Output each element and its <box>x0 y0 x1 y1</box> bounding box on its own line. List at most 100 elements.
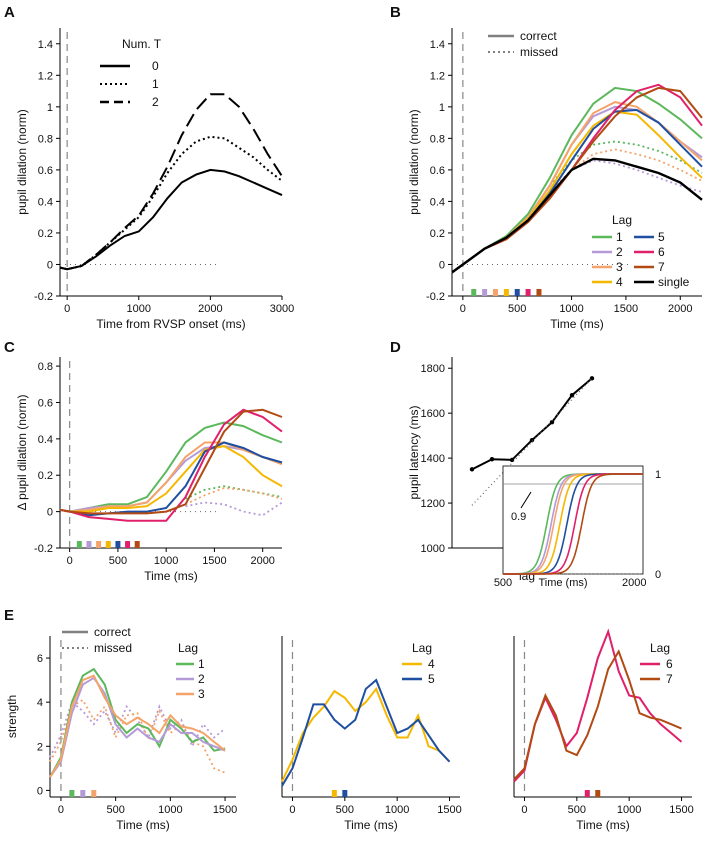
y-tick-label: 1000 <box>421 543 445 555</box>
legend-label: 7 <box>666 672 673 686</box>
legend-label: 7 <box>658 260 665 274</box>
series-line-6 <box>59 408 283 522</box>
legend-title: Lag <box>650 641 670 655</box>
lag-onset-marker-3 <box>91 790 97 797</box>
lag-onset-marker-4 <box>105 541 111 548</box>
inset-annotation: 0.9 <box>511 511 526 523</box>
x-axis-label: Time (ms) <box>344 818 398 832</box>
data-point <box>529 437 535 443</box>
x-tick-label: 0 <box>521 804 527 816</box>
y-tick-label: -0.2 <box>34 291 53 303</box>
x-tick-label: 2000 <box>668 303 692 315</box>
legend-label: 5 <box>658 230 665 244</box>
legend-label: missed <box>520 45 558 59</box>
x-tick-label: 0 <box>460 303 466 315</box>
lag-legend-e2: Lag 4 5 <box>402 641 435 686</box>
legend-label: 1 <box>616 230 623 244</box>
x-tick-label: 500 <box>106 804 124 816</box>
series-line-1 <box>59 421 283 513</box>
x-tick-label: 500 <box>568 804 586 816</box>
inset-curve-lag7 <box>503 473 643 575</box>
legend-title: Num. T <box>122 37 162 51</box>
lag-onset-marker-3 <box>96 541 102 548</box>
y-tick-label: 1 <box>439 102 445 114</box>
plot-panel-e1: 0 500 1000 1500 0 2 4 6 Time (ms) strength <box>5 636 237 832</box>
x-tick-label: 1000 <box>385 804 409 816</box>
lag-onset-marker-1 <box>69 790 75 797</box>
data-point <box>549 419 555 425</box>
series-line-4 <box>59 445 283 513</box>
plot-panel-a: 0 1000 2000 3000 -0.2 0 0.2 0.4 0.6 0.8 1 1.2 1.4 Tim… <box>15 28 294 331</box>
y-tick-label: 4 <box>37 697 43 709</box>
panel-letter-a: A <box>4 4 15 21</box>
panel-letter-b: B <box>390 4 401 21</box>
x-axis-label: Time (ms) <box>116 818 170 832</box>
data-point <box>589 376 595 381</box>
y-tick-label: -0.2 <box>34 543 53 555</box>
lag-onset-marker-4 <box>503 289 509 296</box>
legend-label: 2 <box>198 672 205 686</box>
x-axis-label: Time (ms) <box>550 317 604 331</box>
y-axis-label: pupil dilation (norm) <box>15 109 29 214</box>
lag-onset-marker-7 <box>536 289 542 296</box>
y-axis-label: Δ pupil dilation (norm) <box>15 394 29 510</box>
x-axis-label: Time from RVSP onset (ms) <box>96 317 245 331</box>
x-tick-label: 1500 <box>213 804 237 816</box>
x-tick-label: 2000 <box>250 555 274 567</box>
y-tick-label: 2 <box>37 741 43 753</box>
series-line-7 <box>59 408 283 515</box>
legend-label: single <box>658 275 690 289</box>
y-tick-label: 1200 <box>421 498 445 510</box>
panel-letter-e: E <box>4 607 14 624</box>
y-tick-label: 0.2 <box>430 228 445 240</box>
y-axis-label: strength <box>5 695 19 738</box>
legend-label: correct <box>94 625 131 639</box>
x-tick-label: 3000 <box>270 303 294 315</box>
series-line-single <box>451 157 703 274</box>
lag-onset-marker-6 <box>525 289 531 296</box>
y-tick-label: 0 <box>47 507 53 519</box>
x-tick-label: 1500 <box>669 804 693 816</box>
inset-arrow <box>520 491 532 509</box>
data-point <box>569 393 575 398</box>
style-legend-e: correct missed <box>62 625 132 655</box>
y-tick-label: 1400 <box>421 453 445 465</box>
lag-onset-marker-1 <box>76 541 82 548</box>
x-tick-label: 500 <box>109 555 127 567</box>
x-tick-label: 1000 <box>158 804 182 816</box>
series-line-3 <box>49 674 226 778</box>
y-tick-label: 1.4 <box>430 39 445 51</box>
legend-label: 3 <box>198 687 205 701</box>
lag-onset-marker-5 <box>514 289 520 296</box>
lag-onset-marker-7 <box>595 790 601 797</box>
legend-label: 1 <box>198 657 205 671</box>
legend-label: 4 <box>616 275 623 289</box>
series-line-latency <box>471 377 593 471</box>
y-tick-label: 1.2 <box>38 70 53 82</box>
plot-panel-b: 0 500 1000 1500 2000 -0.2 0 0.2 0.4 0.6 0.8 1 1.2 1.4… <box>407 28 703 331</box>
legend-label: 6 <box>666 657 673 671</box>
legend-label: 2 <box>616 245 623 259</box>
x-tick-label: 1000 <box>154 555 178 567</box>
data-point <box>469 467 475 472</box>
legend-label: 2 <box>152 95 159 109</box>
inset-x-tick-label: 500 <box>494 577 512 589</box>
y-tick-label: 0.4 <box>38 196 53 208</box>
x-tick-label: 0 <box>58 804 64 816</box>
inset-x-axis-label: Time (ms) <box>538 577 587 589</box>
series-line-2 <box>59 93 283 271</box>
legend-label: 4 <box>428 657 435 671</box>
x-axis-label: Time (ms) <box>144 569 198 583</box>
x-tick-label: 500 <box>508 303 526 315</box>
legend-title: Lag <box>178 641 198 655</box>
x-tick-label: 0 <box>289 804 295 816</box>
x-tick-label: 1000 <box>559 303 583 315</box>
y-tick-label: 0 <box>37 785 43 797</box>
data-point <box>489 457 495 462</box>
series-missed-line-lag1 <box>549 140 703 187</box>
y-axis-label: pupil latency (ms) <box>407 405 421 499</box>
inset-y-tick-label: 1 <box>655 469 661 481</box>
lag-onset-marker-5 <box>342 790 348 797</box>
y-tick-label: 1 <box>47 102 53 114</box>
